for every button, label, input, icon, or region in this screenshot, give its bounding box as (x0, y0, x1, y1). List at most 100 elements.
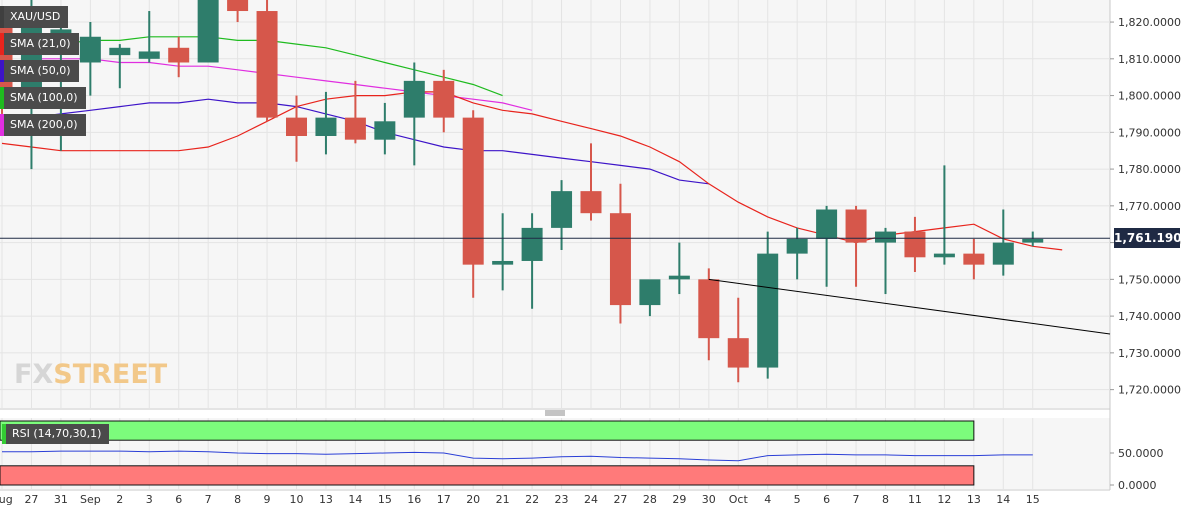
candle-body (462, 117, 484, 265)
candle (109, 44, 131, 89)
candle-body (580, 191, 602, 214)
legend-sma200[interactable]: SMA (200,0) (0, 114, 86, 136)
y-tick-label: 1,730.0000 (1118, 347, 1181, 360)
y-tick-label: 1,810.0000 (1118, 53, 1181, 66)
candle-body (933, 253, 955, 258)
x-tick-label: 3 (146, 493, 153, 506)
x-tick-label: 23 (555, 493, 569, 506)
x-tick-label: 14 (996, 493, 1010, 506)
rsi-tick-label: 0.0000 (1118, 479, 1157, 492)
candle (374, 102, 396, 155)
candle (786, 227, 808, 280)
x-tick-label: 7 (853, 493, 860, 506)
x-tick-label: 4 (764, 493, 771, 506)
candle-body (344, 117, 366, 140)
candle-body (963, 253, 985, 265)
legend-sma50[interactable]: SMA (50,0) (0, 60, 79, 82)
x-tick-label: 21 (496, 493, 510, 506)
candle (845, 205, 867, 287)
candle (639, 279, 661, 317)
legend-sma21[interactable]: SMA (21,0) (0, 33, 79, 55)
candle (992, 209, 1014, 276)
candle (227, 0, 249, 23)
x-tick-label: 27 (613, 493, 627, 506)
sma200-swatch (0, 114, 4, 136)
x-tick-label: 6 (175, 493, 182, 506)
x-tick-label: 7 (205, 493, 212, 506)
y-tick-label: 1,820.0000 (1118, 16, 1181, 29)
x-axis-area (0, 490, 1194, 513)
x-tick-label: 30 (702, 493, 716, 506)
candle (1022, 231, 1044, 247)
rsi-oversold-zone (0, 465, 975, 486)
x-tick-label: 20 (466, 493, 480, 506)
candle-body (109, 47, 131, 56)
rsi-label[interactable]: RSI (14,70,30,1) (2, 424, 110, 444)
x-tick-label: 11 (908, 493, 922, 506)
candle (698, 268, 720, 361)
x-tick-label: 8 (882, 493, 889, 506)
x-tick-label: 2 (116, 493, 123, 506)
candle-body (138, 51, 160, 59)
candle (433, 69, 455, 133)
candle (138, 11, 160, 63)
sma21-swatch (0, 33, 4, 55)
rsi-overbought-zone (0, 420, 975, 441)
sma50-line (31, 98, 709, 185)
sma50-swatch (0, 60, 4, 82)
candle-body (256, 11, 278, 118)
fxstreet-logo: FXSTREET (14, 359, 168, 390)
candle (668, 242, 690, 295)
x-tick-label: 15 (1026, 493, 1040, 506)
candle (79, 22, 101, 96)
candle-body (992, 242, 1014, 265)
candle (197, 0, 219, 63)
x-tick-label: 6 (823, 493, 830, 506)
candle-body (521, 227, 543, 261)
candle (168, 36, 190, 78)
candle (933, 165, 955, 265)
y-tick-label: 1,790.0000 (1118, 126, 1181, 139)
candle-body (1022, 238, 1044, 243)
support-trendline (708, 278, 1111, 335)
candle-body (374, 121, 396, 140)
legend-sma100[interactable]: SMA (100,0) (0, 87, 86, 109)
candle-body (492, 260, 514, 265)
x-tick-label: Oct (729, 493, 749, 506)
x-tick-label: 16 (407, 493, 421, 506)
rsi-axis-ticks: 50.0000 0.0000 (1110, 447, 1164, 492)
x-tick-label: 13 (319, 493, 333, 506)
x-tick-label: 5 (794, 493, 801, 506)
candle-body (609, 213, 631, 306)
candle (727, 297, 749, 383)
candle (344, 80, 366, 144)
y-tick-label: 1,750.0000 (1118, 273, 1181, 286)
symbol-label: XAU/USD (0, 6, 69, 28)
candle (609, 183, 631, 324)
candle (521, 213, 543, 309)
x-tick-label: 8 (234, 493, 241, 506)
candle (580, 143, 602, 221)
candle (403, 62, 425, 166)
x-tick-label: 27 (24, 493, 38, 506)
candle-body (875, 231, 896, 243)
x-tick-label: 28 (643, 493, 657, 506)
candle-body (286, 117, 307, 136)
candle (315, 91, 337, 155)
candle-body (639, 279, 661, 306)
candle (875, 227, 896, 295)
x-axis-labels: Aug2731Sep236789101314151617202122232427… (0, 493, 1040, 506)
candle-body (845, 209, 867, 243)
candle (462, 110, 484, 298)
candle-body (227, 0, 249, 12)
candle-body (433, 80, 455, 118)
candle-body (197, 0, 219, 63)
current-price-badge: 1,761.1900 (1114, 228, 1190, 249)
x-tick-label: 29 (672, 493, 686, 506)
candle-body (168, 47, 190, 63)
x-tick-label: 31 (54, 493, 68, 506)
candle-body (79, 36, 101, 63)
candle-body (757, 253, 779, 368)
